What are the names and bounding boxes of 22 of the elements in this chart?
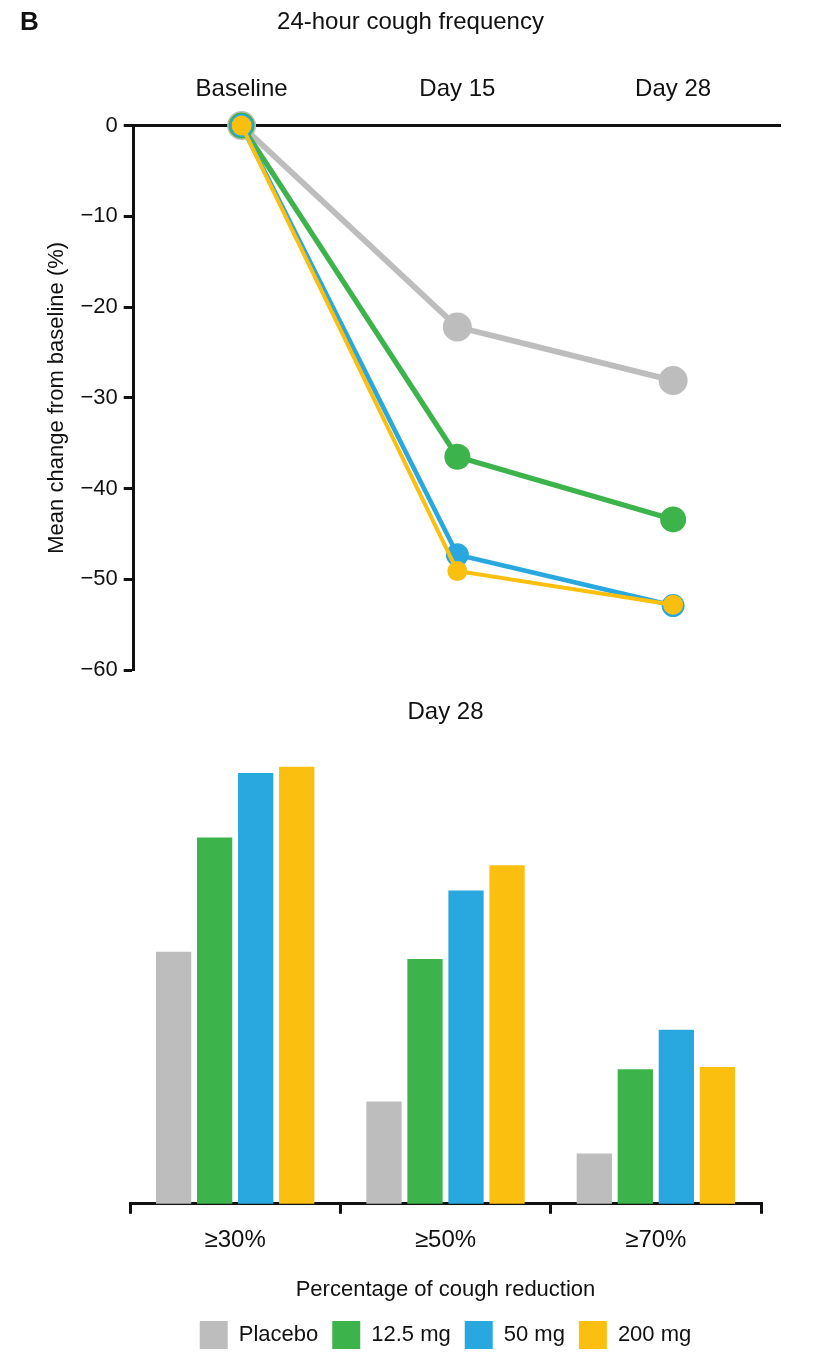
legend-label: 12.5 mg <box>371 1321 451 1347</box>
x-tick-label: Day 15 <box>419 73 496 101</box>
chart-title: Day 28 <box>407 697 484 725</box>
x-axis-title: Percentage of cough reduction <box>295 1275 596 1301</box>
x-tick-label: ≥50% <box>414 1224 477 1252</box>
y-tick-label: −10 <box>80 202 118 228</box>
y-axis-title: Mean change from baseline (%) <box>43 241 69 554</box>
legend-label: Placebo <box>238 1321 319 1347</box>
y-tick-label: −60 <box>80 656 118 682</box>
y-tick-label: 0 <box>105 111 118 137</box>
x-tick-label: ≥30% <box>204 1224 266 1252</box>
text: B <box>20 6 39 37</box>
chart-title: 24-hour cough frequency <box>277 7 544 35</box>
y-tick-label: −40 <box>80 474 118 500</box>
y-tick-label: −20 <box>80 293 118 319</box>
x-tick-label: Day 28 <box>635 73 712 101</box>
x-tick-label: ≥70% <box>625 1224 687 1252</box>
y-tick-label: −50 <box>80 565 118 591</box>
legend-label: 200 mg <box>617 1321 692 1347</box>
y-tick-label: −30 <box>80 383 118 409</box>
legend-label: 50 mg <box>503 1321 565 1347</box>
x-tick-label: Baseline <box>195 73 288 101</box>
